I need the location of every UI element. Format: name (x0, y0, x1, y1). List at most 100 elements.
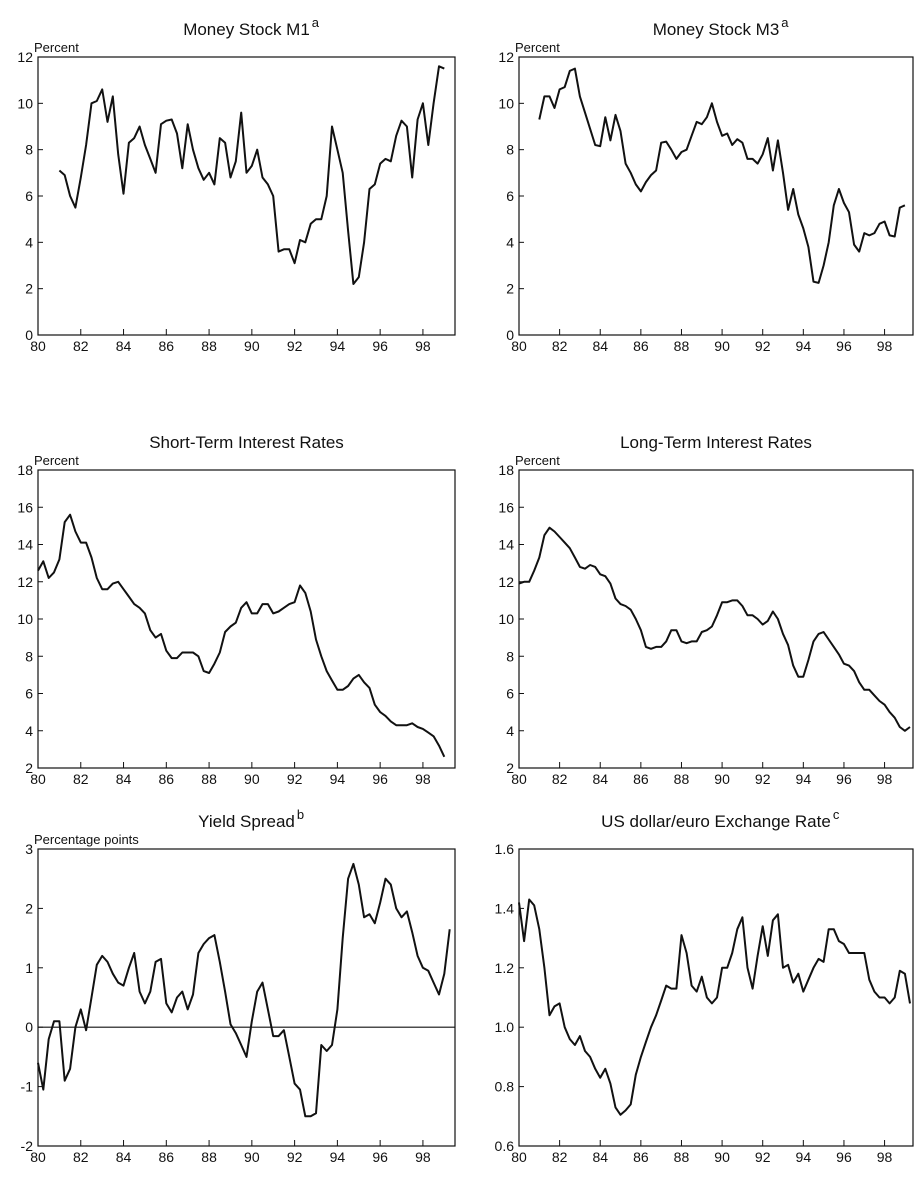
y-tick-label: 6 (506, 188, 514, 204)
y-tick-label: 0 (25, 327, 33, 343)
x-tick-label: 84 (116, 338, 132, 354)
x-tick-label: 82 (552, 338, 568, 354)
x-tick-label: 98 (877, 1149, 893, 1165)
x-tick-label: 98 (415, 338, 431, 354)
y-tick-label: 4 (25, 234, 33, 250)
y-tick-label: 12 (17, 49, 33, 65)
x-tick-label: 96 (372, 771, 388, 787)
panel: Yield Spread b Percentage points -2 -1 0 1 2 3 80… (21, 807, 456, 1165)
y-tick-label: 4 (506, 723, 514, 739)
data-line (518, 898, 911, 1116)
data-line (37, 513, 446, 758)
title-note: c (833, 807, 840, 822)
x-tick-label: 96 (836, 338, 852, 354)
x-tick-label: 92 (755, 771, 771, 787)
y-tick-label: 12 (17, 574, 33, 590)
data-line (538, 67, 906, 284)
x-tick-label: 88 (201, 338, 217, 354)
y-tick-label: 18 (17, 462, 33, 478)
x-tick-label: 80 (30, 338, 46, 354)
x-tick-label: 94 (796, 338, 812, 354)
y-tick-label: 10 (498, 95, 514, 111)
data-line (518, 526, 911, 732)
plot-frame (518, 56, 914, 336)
y-tick-label: 10 (17, 95, 33, 111)
chart-title: US dollar/euro Exchange Rate (601, 812, 831, 831)
x-tick-label: 82 (552, 771, 568, 787)
x-tick-label: 86 (159, 338, 175, 354)
x-tick-label: 82 (552, 1149, 568, 1165)
x-tick-label: 82 (73, 338, 89, 354)
x-tick-label: 90 (714, 771, 730, 787)
x-tick-label: 92 (287, 771, 303, 787)
y-tick-label: 0 (506, 327, 514, 343)
y-axis-label: Percent (515, 40, 560, 55)
y-tick-label: 12 (498, 574, 514, 590)
y-tick-label: 0 (25, 1019, 33, 1035)
y-tick-label: 10 (498, 611, 514, 627)
x-tick-label: 80 (30, 771, 46, 787)
x-tick-label: 90 (244, 1149, 260, 1165)
x-tick-label: 96 (372, 338, 388, 354)
x-tick-label: 88 (674, 338, 690, 354)
y-tick-label: 6 (25, 188, 33, 204)
plot-frame (37, 56, 456, 336)
x-tick-label: 92 (755, 338, 771, 354)
y-tick-label: 18 (498, 462, 514, 478)
x-tick-label: 98 (415, 1149, 431, 1165)
x-tick-label: 96 (836, 1149, 852, 1165)
x-tick-label: 90 (244, 771, 260, 787)
x-tick-label: 90 (714, 338, 730, 354)
x-tick-label: 84 (116, 1149, 132, 1165)
data-line (58, 65, 445, 285)
y-tick-label: 14 (498, 537, 514, 553)
y-tick-label: 2 (25, 900, 33, 916)
x-tick-label: 96 (372, 1149, 388, 1165)
x-tick-label: 86 (633, 338, 649, 354)
x-tick-label: 84 (592, 771, 608, 787)
x-tick-label: 94 (796, 771, 812, 787)
x-tick-label: 94 (330, 338, 346, 354)
x-tick-label: 80 (511, 771, 527, 787)
x-tick-label: 88 (201, 1149, 217, 1165)
x-tick-label: 82 (73, 1149, 89, 1165)
x-tick-label: 80 (511, 338, 527, 354)
x-tick-label: 92 (287, 338, 303, 354)
panel: Short-Term Interest Rates Percent 2 4 6 8 10 12… (17, 433, 456, 787)
x-tick-label: 82 (73, 771, 89, 787)
x-tick-label: 88 (674, 1149, 690, 1165)
x-tick-label: 88 (201, 771, 217, 787)
x-tick-label: 98 (877, 338, 893, 354)
x-tick-label: 88 (674, 771, 690, 787)
x-tick-label: 84 (592, 1149, 608, 1165)
title-note: a (781, 15, 789, 30)
chart-title: Money Stock M3 (653, 20, 780, 39)
x-tick-label: 98 (415, 771, 431, 787)
y-tick-label: 2 (506, 281, 514, 297)
x-tick-label: 94 (330, 1149, 346, 1165)
y-tick-label: 3 (25, 841, 33, 857)
chart-title: Short-Term Interest Rates (149, 433, 344, 452)
y-tick-label: 1.0 (495, 1019, 515, 1035)
y-tick-label: 4 (506, 234, 514, 250)
y-tick-label: 8 (25, 142, 33, 158)
x-tick-label: 98 (877, 771, 893, 787)
chart-title: Long-Term Interest Rates (620, 433, 812, 452)
y-tick-label: 12 (498, 49, 514, 65)
x-tick-label: 90 (714, 1149, 730, 1165)
y-tick-label: 1.6 (495, 841, 515, 857)
panel: Money Stock M1 a Percent 0 2 4 6 8 10 12 80 82 84 86 8… (17, 15, 456, 354)
y-tick-label: 6 (506, 686, 514, 702)
y-tick-label: 0.8 (495, 1079, 515, 1095)
y-tick-label: 1.4 (495, 900, 515, 916)
y-tick-label: 2 (506, 760, 514, 776)
x-tick-label: 90 (244, 338, 260, 354)
y-tick-label: 1.2 (495, 960, 515, 976)
chart-title: Yield Spread (198, 812, 295, 831)
y-axis-label: Percent (34, 453, 79, 468)
x-tick-label: 96 (836, 771, 852, 787)
y-tick-label: 1 (25, 960, 33, 976)
panel: Money Stock M3 a Percent 0 2 4 6 8 10 12 80 82 84 86 8… (498, 15, 914, 354)
title-note: b (297, 807, 304, 822)
